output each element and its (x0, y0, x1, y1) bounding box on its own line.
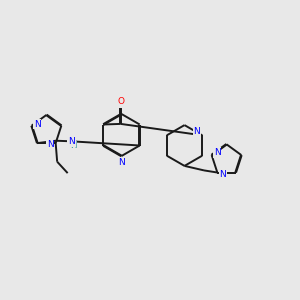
Text: N: N (214, 148, 220, 157)
Text: N: N (219, 170, 226, 179)
Text: N: N (47, 140, 54, 149)
Text: H: H (70, 141, 76, 150)
Text: N: N (118, 158, 125, 167)
Text: N: N (34, 120, 40, 129)
Text: O: O (117, 97, 124, 106)
Text: N: N (68, 137, 75, 146)
Text: N: N (194, 127, 200, 136)
